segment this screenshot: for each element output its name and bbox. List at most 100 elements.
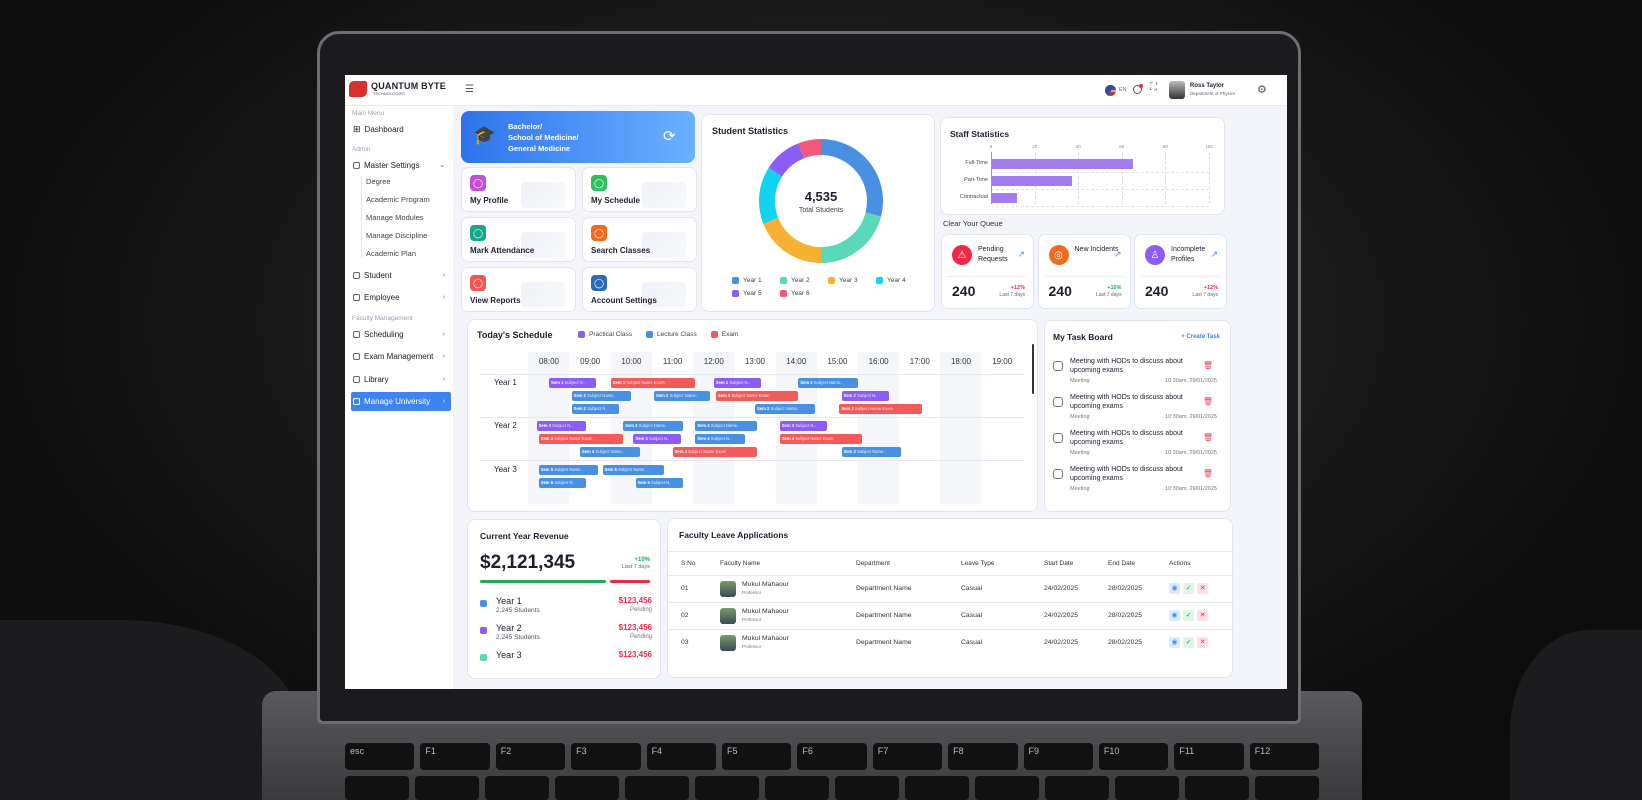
notification-dot bbox=[1139, 84, 1143, 88]
donut-slice-year-6[interactable] bbox=[798, 139, 822, 159]
program-banner[interactable]: 🎓 Bachelor/ School of Medicine/ General … bbox=[461, 111, 695, 163]
queue-card-pending-requests[interactable]: ⚠ Pending Requests ↗ 240 +12% Last 7 days bbox=[941, 234, 1034, 309]
arrow-up-right-icon[interactable]: ↗ bbox=[1017, 249, 1025, 259]
switch-program-icon[interactable]: ⟳ bbox=[663, 128, 676, 145]
view-button[interactable]: ◉ bbox=[1169, 637, 1180, 648]
queue-card-new-incidents[interactable]: ◎ New Incidents ↗ 240 +10% Last 7 days bbox=[1037, 234, 1131, 309]
schedule-event-lecture[interactable]: Sem 5 Subject Name.. bbox=[538, 465, 599, 475]
approve-button[interactable]: ✓ bbox=[1183, 583, 1194, 594]
schedule-event-lecture[interactable]: Sem 4 Subject N.. bbox=[695, 434, 745, 444]
task-checkbox[interactable] bbox=[1053, 469, 1063, 479]
task-checkbox[interactable] bbox=[1053, 397, 1063, 407]
schedule-event-lecture[interactable]: Sem 6 Subject N.. bbox=[635, 478, 683, 488]
schedule-event-practical[interactable]: Sem 2 Subject N.. bbox=[713, 378, 762, 388]
schedule-event-lecture[interactable]: Sem 2 Subject N.. bbox=[571, 404, 620, 414]
view-button[interactable]: ◉ bbox=[1169, 610, 1180, 621]
schedule-event-practical[interactable]: Sem 1 Subject N.. bbox=[549, 378, 597, 388]
quick-link-view-reports[interactable]: ◯ View Reports bbox=[461, 267, 576, 312]
schedule-event-exam[interactable]: Sem 4 Subject Name Exam bbox=[779, 434, 863, 444]
notification-bell-icon[interactable] bbox=[1133, 85, 1142, 94]
donut-slice-year-2[interactable] bbox=[820, 212, 882, 263]
bar-contractual[interactable] bbox=[991, 193, 1018, 203]
arrow-up-right-icon[interactable]: ↗ bbox=[1210, 249, 1218, 259]
schedule-event-lecture[interactable]: Sem 4 Subject Name.. bbox=[579, 447, 640, 457]
trash-icon[interactable]: 🗑 bbox=[1202, 433, 1213, 442]
task-checkbox[interactable] bbox=[1053, 361, 1063, 371]
trash-icon[interactable]: 🗑 bbox=[1202, 397, 1213, 406]
sidebar-item-library[interactable]: Library › bbox=[351, 370, 451, 388]
row-divider bbox=[480, 374, 1025, 375]
sidebar-item-label: Student bbox=[364, 270, 392, 280]
schedule-event-lecture[interactable]: Sem 3 Subject Name.. bbox=[695, 421, 758, 431]
bar-part-time[interactable] bbox=[991, 176, 1072, 186]
user-avatar[interactable] bbox=[1169, 81, 1185, 99]
sidebar-item-dashboard[interactable]: ⊞ Dashboard bbox=[351, 120, 451, 138]
sidebar-item-student[interactable]: Student › bbox=[351, 266, 451, 284]
quick-link-mark-attendance[interactable]: ◯ Mark Attendance bbox=[461, 217, 576, 262]
schedule-event-lecture[interactable]: Sem 3 Subject Name.. bbox=[623, 421, 683, 431]
quick-link-search-classes[interactable]: ◯ Search Classes bbox=[582, 217, 697, 262]
donut-slice-year-4[interactable] bbox=[759, 167, 783, 224]
sidebar-subitem-manage-discipline[interactable]: Manage Discipline bbox=[366, 231, 428, 240]
language-selector[interactable]: EN bbox=[1119, 87, 1127, 93]
schedule-event-exam[interactable]: Sem 2 Subject Name Exam bbox=[839, 404, 922, 414]
time-column-band bbox=[940, 352, 982, 504]
schedule-event-exam[interactable]: Sem 4 Subject Name Exam bbox=[538, 434, 624, 444]
schedule-event-lecture[interactable]: Sem 6 Subject N.. bbox=[538, 478, 587, 488]
approve-button[interactable]: ✓ bbox=[1183, 637, 1194, 648]
schedule-event-exam[interactable]: Sem 2 Subject Name Exam bbox=[715, 391, 799, 401]
schedule-event-practical[interactable]: Sem 2 Subject N.. bbox=[841, 391, 889, 401]
arrow-up-right-icon[interactable]: ↗ bbox=[1113, 249, 1122, 259]
event-subject: Subject N.. bbox=[710, 436, 732, 441]
reject-button[interactable]: ✕ bbox=[1197, 610, 1208, 621]
schedule-event-lecture[interactable]: Sem 2 Subject Name.. bbox=[798, 378, 858, 388]
task-checkbox[interactable] bbox=[1053, 433, 1063, 443]
sidebar-subitem-academic-plan[interactable]: Academic Plan bbox=[366, 249, 417, 258]
sidebar-item-employee[interactable]: Employee › bbox=[351, 288, 451, 306]
schedule-event-practical[interactable]: Sem 3 Subject N.. bbox=[633, 434, 681, 444]
event-semester: Sem 3 bbox=[843, 449, 858, 454]
quick-link-my-schedule[interactable]: ◯ My Schedule bbox=[582, 167, 697, 212]
sidebar-item-exam-management[interactable]: Exam Management › bbox=[351, 347, 451, 365]
schedule-scrollbar[interactable] bbox=[1032, 344, 1034, 394]
schedule-event-lecture[interactable]: Sem 2 Subject Name.. bbox=[654, 391, 710, 401]
donut-slice-year-3[interactable] bbox=[763, 217, 822, 263]
chevron-right-icon: › bbox=[442, 398, 445, 405]
settings-gear-icon[interactable]: ⚙ bbox=[1257, 84, 1267, 96]
sidebar-subitem-academic-program[interactable]: Academic Program bbox=[366, 195, 430, 204]
bar-full-time[interactable] bbox=[991, 159, 1133, 169]
sidebar-item-master-settings[interactable]: Master Settings ⌄ bbox=[351, 156, 451, 174]
reject-button[interactable]: ✕ bbox=[1197, 637, 1208, 648]
schedule-event-exam[interactable]: Sem 1 Subject Name Exam bbox=[610, 378, 696, 388]
schedule-event-lecture[interactable]: Sem 5 Subject Name.. bbox=[602, 465, 665, 475]
sidebar-item-manage-university[interactable]: Manage University › bbox=[351, 392, 451, 411]
event-semester: Sem 4 bbox=[697, 436, 711, 441]
event-subject: Subject Name Exam bbox=[795, 436, 834, 441]
schedule-event-exam[interactable]: Sem 4 Subject Name Exam bbox=[672, 447, 758, 457]
donut-slice-year-1[interactable] bbox=[820, 139, 883, 217]
trash-icon[interactable]: 🗑 bbox=[1202, 361, 1213, 370]
quick-link-account-settings[interactable]: ◯ Account Settings bbox=[582, 267, 697, 312]
event-subject: Subject Name.. bbox=[710, 423, 740, 428]
schedule-event-lecture[interactable]: Sem 3 Subject Name.. bbox=[841, 447, 902, 457]
sidebar-item-scheduling[interactable]: Scheduling › bbox=[351, 325, 451, 343]
schedule-event-practical[interactable]: Sem 3 Subject N.. bbox=[536, 421, 587, 431]
fullscreen-icon[interactable]: ⛶ bbox=[1150, 82, 1157, 93]
schedule-event-lecture[interactable]: Sem 2 Subject Name.. bbox=[755, 404, 815, 414]
create-task-button[interactable]: + Create Task bbox=[1181, 334, 1220, 340]
schedule-event-practical[interactable]: Sem 3 Subject N.. bbox=[779, 421, 828, 431]
view-button[interactable]: ◉ bbox=[1169, 583, 1180, 594]
trash-icon[interactable]: 🗑 bbox=[1202, 469, 1213, 478]
sidebar-subitem-manage-modules[interactable]: Manage Modules bbox=[366, 213, 424, 222]
donut-slice-year-5[interactable] bbox=[768, 143, 805, 177]
us-flag-icon[interactable] bbox=[1105, 85, 1116, 96]
sidebar-subitem-degree[interactable]: Degree bbox=[366, 177, 391, 186]
hamburger-menu-icon[interactable]: ☰ bbox=[465, 84, 474, 95]
chevron-right-icon: › bbox=[442, 293, 445, 301]
quick-link-my-profile[interactable]: ◯ My Profile bbox=[461, 167, 576, 212]
card-title: My Task Board bbox=[1053, 332, 1113, 342]
reject-button[interactable]: ✕ bbox=[1197, 583, 1208, 594]
queue-card-incomplete-profiles[interactable]: ♙ Incomplete Profiles ↗ 240 +12% Last 7 days bbox=[1134, 234, 1227, 309]
schedule-event-lecture[interactable]: Sem 2 Subject Name.. bbox=[571, 391, 632, 401]
approve-button[interactable]: ✓ bbox=[1183, 610, 1194, 621]
